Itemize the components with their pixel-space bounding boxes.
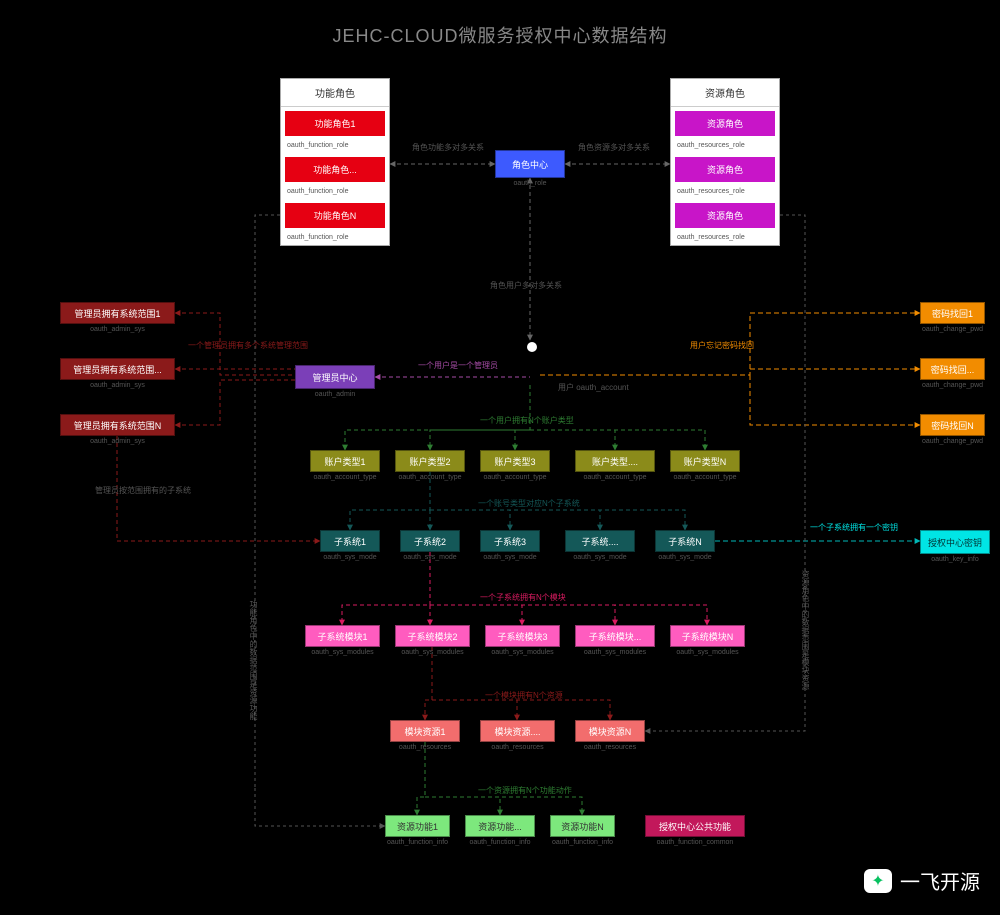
node-mod3: 子系统模块3	[485, 625, 560, 647]
node-admin_center: 管理员中心	[295, 365, 375, 389]
node-caption: oauth_account_type	[575, 474, 655, 481]
stack-item: 资源角色	[675, 157, 775, 182]
stack-header: 资源角色	[671, 79, 779, 107]
node-caption: oauth_sys_modules	[305, 649, 380, 656]
diagram-title: JEHC-CLOUD微服务授权中心数据结构	[0, 22, 1000, 48]
edge-label: 用户忘记密码找回	[690, 340, 754, 351]
stack-header: 功能角色	[281, 79, 389, 107]
node-acct1: 账户类型1	[310, 450, 380, 472]
node-caption: oauth_sys_mode	[480, 554, 540, 561]
edge-label: 角色功能多对多关系	[412, 142, 484, 153]
node-res1: 模块资源1	[390, 720, 460, 742]
node-caption: oauth_sys_mode	[565, 554, 635, 561]
edge-label: 一个用户拥有N个账户类型	[480, 415, 574, 426]
node-caption: oauth_sys_modules	[575, 649, 655, 656]
edge-label: 一个用户是一个管理员	[418, 360, 498, 371]
user-dot	[527, 342, 537, 352]
node-caption: oauth_sys_modules	[670, 649, 745, 656]
node-admin3: 管理员拥有系统范围N	[60, 414, 175, 436]
node-sys4: 子系统....	[565, 530, 635, 552]
node-res2: 模块资源....	[480, 720, 555, 742]
node-sys1: 子系统1	[320, 530, 380, 552]
stack-sub: oauth_function_role	[281, 232, 389, 245]
node-caption: oauth_resources	[480, 744, 555, 751]
node-sys5: 子系统N	[655, 530, 715, 552]
node-caption: oauth_function_info	[385, 839, 450, 846]
node-caption: oauth_account_type	[310, 474, 380, 481]
watermark: ✦ 一飞开源	[864, 866, 980, 895]
edge-label: 管理员按范围拥有的子系统	[95, 485, 191, 496]
edge-label: 一个管理员拥有多个系统管理范围	[188, 340, 308, 351]
node-caption: oauth_account_type	[670, 474, 740, 481]
watermark-text: 一飞开源	[900, 866, 980, 895]
node-caption: oauth_admin_sys	[60, 438, 175, 445]
node-common: 授权中心公共功能	[645, 815, 745, 837]
edge-label: 一个模块拥有N个资源	[485, 690, 563, 701]
stack-item: 资源角色	[675, 203, 775, 228]
stack-sub: oauth_resources_role	[671, 140, 779, 153]
res-role-stack: 资源角色资源角色oauth_resources_role资源角色oauth_re…	[670, 78, 780, 246]
func-role-stack: 功能角色功能角色1 oauth_function_role 功能角色... oauth…	[280, 78, 390, 246]
node-mod1: 子系统模块1	[305, 625, 380, 647]
edge-label: 一个资源拥有N个功能动作	[478, 785, 572, 796]
node-key: 授权中心密钥	[920, 530, 990, 554]
node-caption: oauth_admin	[295, 391, 375, 398]
node-admin1: 管理员拥有系统范围1	[60, 302, 175, 324]
node-fn2: 资源功能...	[465, 815, 535, 837]
node-fn3: 资源功能N	[550, 815, 615, 837]
edge-label: 一个账号类型对应N个子系统	[478, 498, 580, 509]
node-sys2: 子系统2	[400, 530, 460, 552]
node-acct4: 账户类型....	[575, 450, 655, 472]
node-role_center: 角色中心	[495, 150, 565, 178]
node-pwd2: 密码找回...	[920, 358, 985, 380]
node-caption: oauth_admin_sys	[60, 382, 175, 389]
node-caption: oauth_sys_mode	[400, 554, 460, 561]
stack-item: 功能角色N	[285, 203, 385, 228]
edge-label: 用户 oauth_account	[558, 382, 629, 393]
node-mod2: 子系统模块2	[395, 625, 470, 647]
edge-label: 一个子系统拥有一个密钥	[810, 522, 898, 533]
edge-label: 角色用户多对多关系	[490, 280, 562, 291]
vertical-label: 功能角色中的数据范围是资源功能	[248, 600, 259, 720]
node-pwd1: 密码找回1	[920, 302, 985, 324]
node-caption: oauth_function_info	[465, 839, 535, 846]
node-caption: oauth_change_pwd	[920, 438, 985, 445]
node-caption: oauth_sys_modules	[395, 649, 470, 656]
stack-sub: oauth_resources_role	[671, 232, 779, 245]
node-mod4: 子系统模块...	[575, 625, 655, 647]
vertical-label: 资源角色中的数据范围是模块资源	[800, 570, 811, 690]
node-acct5: 账户类型N	[670, 450, 740, 472]
node-caption: oauth_sys_mode	[655, 554, 715, 561]
node-caption: oauth_resources	[390, 744, 460, 751]
stack-sub: oauth_resources_role	[671, 186, 779, 199]
node-fn1: 资源功能1	[385, 815, 450, 837]
edge-label: 角色资源多对多关系	[578, 142, 650, 153]
wechat-icon: ✦	[864, 869, 892, 893]
node-caption: oauth_account_type	[395, 474, 465, 481]
node-caption: oauth_role	[495, 180, 565, 187]
node-admin2: 管理员拥有系统范围...	[60, 358, 175, 380]
node-acct3: 账户类型3	[480, 450, 550, 472]
node-mod5: 子系统模块N	[670, 625, 745, 647]
node-caption: oauth_resources	[575, 744, 645, 751]
node-sys3: 子系统3	[480, 530, 540, 552]
stack-sub: oauth_function_role	[281, 186, 389, 199]
node-caption: oauth_change_pwd	[920, 382, 985, 389]
node-caption: oauth_sys_modules	[485, 649, 560, 656]
node-caption: oauth_change_pwd	[920, 326, 985, 333]
edge-label: 一个子系统拥有N个模块	[480, 592, 566, 603]
node-caption: oauth_account_type	[480, 474, 550, 481]
node-caption: oauth_function_info	[550, 839, 615, 846]
node-caption: oauth_sys_mode	[320, 554, 380, 561]
node-pwd3: 密码找回N	[920, 414, 985, 436]
node-caption: oauth_key_info	[920, 556, 990, 563]
stack-sub: oauth_function_role	[281, 140, 389, 153]
stack-item: 资源角色	[675, 111, 775, 136]
node-res3: 模块资源N	[575, 720, 645, 742]
stack-item: 功能角色...	[285, 157, 385, 182]
node-acct2: 账户类型2	[395, 450, 465, 472]
node-caption: oauth_function_common	[645, 839, 745, 846]
stack-item: 功能角色1	[285, 111, 385, 136]
node-caption: oauth_admin_sys	[60, 326, 175, 333]
